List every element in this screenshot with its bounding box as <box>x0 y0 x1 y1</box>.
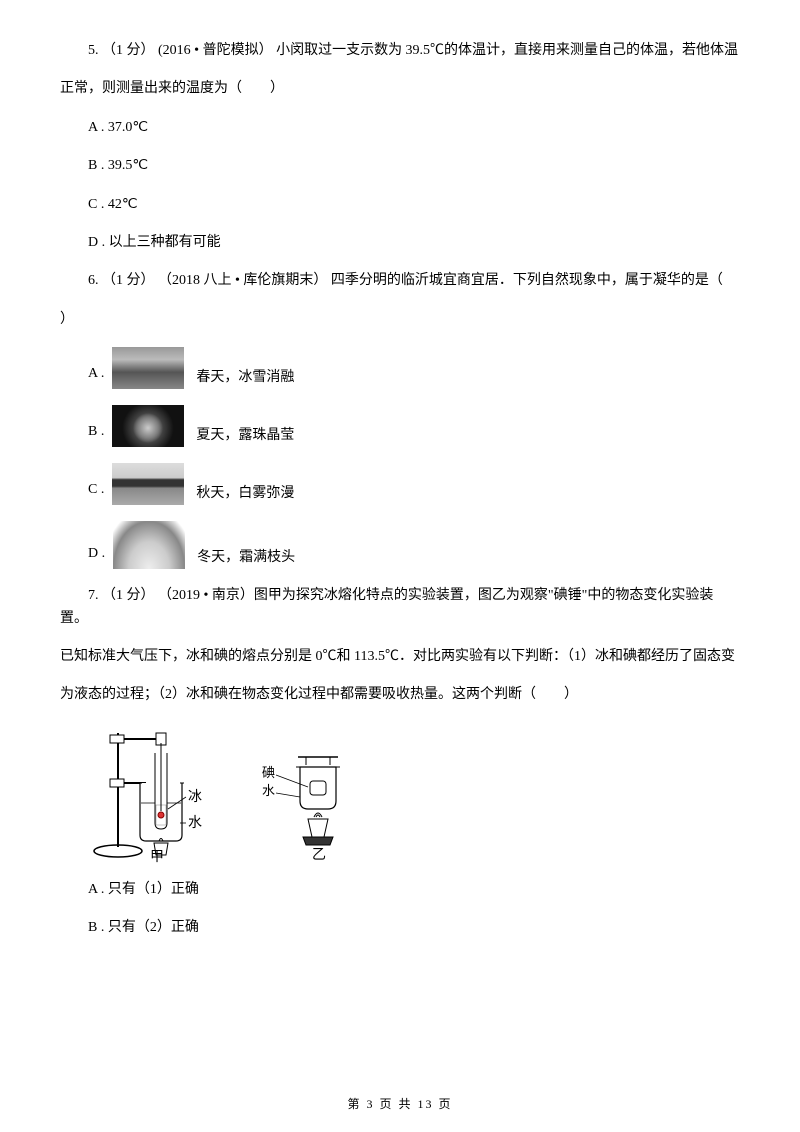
q5-option-d: D . 以上三种都有可能 <box>60 232 740 254</box>
q7-stem-line2: 已知标准大气压下，冰和碘的熔点分别是 0℃和 113.5℃．对比两实验有以下判断… <box>60 646 740 668</box>
q6-b-image <box>112 405 184 447</box>
q6-a-label: A . <box>88 363 104 389</box>
q5-option-c: C . 42℃ <box>60 194 740 216</box>
q6-b-text: 夏天，露珠晶莹 <box>196 425 294 447</box>
q5-stem-line1: 5. （1 分） (2016 • 普陀模拟） 小闵取过一支示数为 39.5℃的体… <box>60 40 740 62</box>
q7-jia-ice-label: 冰 <box>188 789 202 805</box>
q6-d-text: 冬天，霜满枝头 <box>197 547 295 569</box>
q5-option-a: A . 37.0℃ <box>60 117 740 139</box>
q7-diagram-row: 冰 水 甲 碘 水 乙 <box>60 723 740 863</box>
q6-c-text: 秋天，白雾弥漫 <box>196 483 294 505</box>
q7-diagram-jia: 冰 水 甲 <box>88 723 218 863</box>
q6-a-image <box>112 347 184 389</box>
q6-stem-line2: ） <box>60 309 740 331</box>
q5-option-b: B . 39.5℃ <box>60 155 740 177</box>
q7-yi-dian-label: 碘 <box>262 765 275 780</box>
q6-stem-line1: 6. （1 分） （2018 八上 • 库伦旗期末） 四季分明的临沂城宜商宜居．… <box>60 270 740 292</box>
q7-jia-water-label: 水 <box>188 815 202 831</box>
q6-c-image <box>112 463 184 505</box>
q6-a-text: 春天，冰雪消融 <box>196 367 294 389</box>
q7-stem-line3: 为液态的过程；（2）冰和碘在物态变化过程中都需要吸收热量。这两个判断（ ） <box>60 684 740 706</box>
q6-c-label: C . <box>88 479 104 505</box>
q5-stem-line2: 正常，则测量出来的温度为（ ） <box>60 78 740 100</box>
q6-d-label: D . <box>88 543 105 569</box>
q7-option-b: B . 只有（2）正确 <box>60 917 740 939</box>
q6-option-d: D . 冬天，霜满枝头 <box>60 521 740 569</box>
page-footer: 第 3 页 共 13 页 <box>0 1095 800 1114</box>
q7-option-a: A . 只有（1）正确 <box>60 879 740 901</box>
q6-d-image <box>113 521 185 569</box>
q7-jia-caption: 甲 <box>150 850 164 863</box>
q6-option-c: C . 秋天，白雾弥漫 <box>60 463 740 505</box>
q7-yi-water-label: 水 <box>262 783 275 798</box>
q7-yi-caption: 乙 <box>312 847 326 863</box>
q7-diagram-yi: 碘 水 乙 <box>258 753 378 863</box>
q6-option-b: B . 夏天，露珠晶莹 <box>60 405 740 447</box>
q6-option-a: A . 春天，冰雪消融 <box>60 347 740 389</box>
q7-stem-line1: 7. （1 分） （2019 • 南京）图甲为探究冰熔化特点的实验装置，图乙为观… <box>60 585 740 630</box>
q6-b-label: B . <box>88 421 104 447</box>
